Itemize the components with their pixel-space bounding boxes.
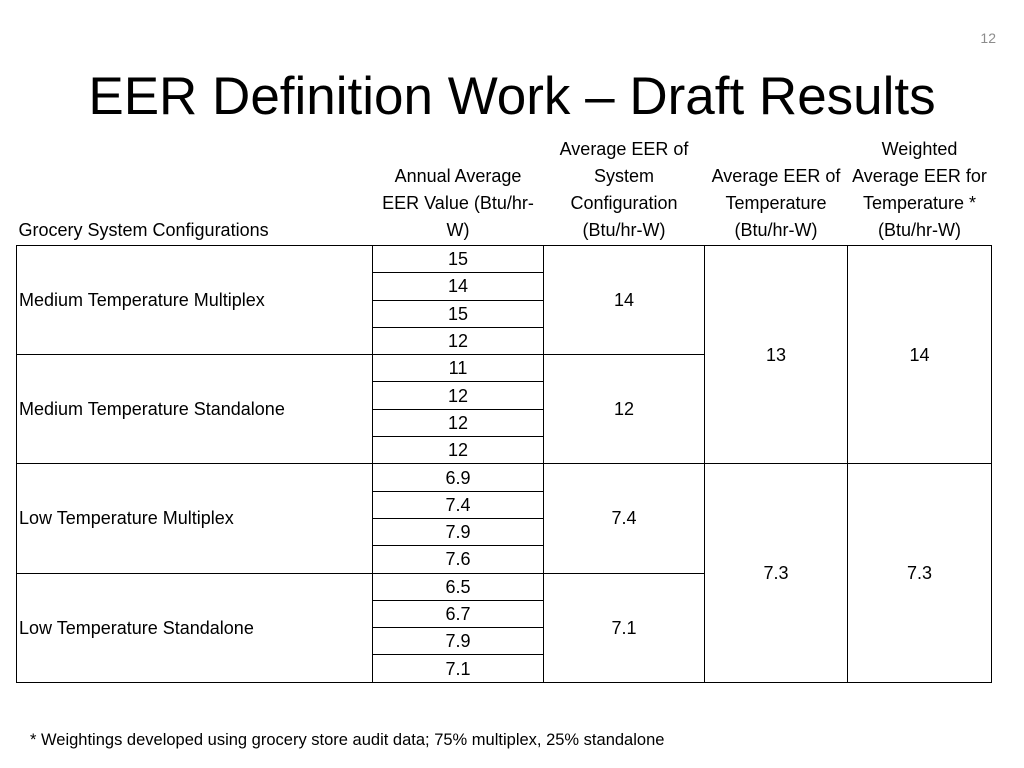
system-avg-cell: 14	[543, 244, 705, 356]
annual-eer-cell: 11	[372, 354, 544, 383]
table-row: 14	[17, 272, 992, 301]
header-avg-temp-eer: Average EER of Temperature (Btu/hr-W)	[711, 166, 841, 240]
footnote: * Weightings developed using grocery sto…	[30, 731, 665, 749]
table-row: Medium Temperature Standalone 11 12	[16, 354, 992, 465]
eer-results-table: Grocery System Configurations Annual Ave…	[16, 136, 992, 683]
temp-avg-cell: 7.3	[704, 463, 848, 683]
table-header-row: Grocery System Configurations Annual Ave…	[17, 136, 992, 246]
weighted-avg-cell: 7.3	[847, 463, 992, 683]
annual-eer-cell: 12	[372, 436, 544, 465]
annual-eer-cell: 15	[372, 299, 544, 328]
annual-eer-cell: 14	[372, 272, 544, 301]
header-config: Grocery System Configurations	[18, 220, 269, 240]
annual-eer-cell: 7.6	[372, 545, 544, 574]
annual-eer-cell: 7.9	[372, 627, 544, 656]
table-row: 12	[17, 381, 992, 410]
config-name: Low Temperature Multiplex	[16, 463, 373, 574]
config-name: Medium Temperature Standalone	[16, 354, 373, 465]
table-row: Medium Temperature Multiplex 15 14 13 14	[16, 244, 992, 465]
annual-eer-cell: 7.1	[372, 654, 544, 683]
table-row: 7.9	[17, 517, 992, 547]
table-row: 15	[17, 299, 992, 328]
header-weighted-eer: Weighted Average EER for Temperature * (…	[852, 139, 987, 240]
annual-eer-cell: 6.5	[372, 572, 544, 601]
annual-eer-cell: 6.9	[372, 463, 544, 492]
table-row: 7.9	[17, 627, 992, 656]
system-avg-cell: 7.1	[543, 572, 705, 683]
annual-eer-cell: 12	[372, 326, 544, 356]
weighted-avg-cell: 14	[847, 244, 992, 465]
header-annual-eer: Annual Average EER Value (Btu/hr-W)	[382, 166, 534, 240]
annual-eer-cell: 7.9	[372, 517, 544, 547]
annual-eer-cell: 15	[372, 244, 544, 274]
system-avg-cell: 7.4	[543, 463, 705, 574]
table-row: 12	[17, 436, 992, 465]
slide-number: 12	[980, 30, 996, 46]
table-row: 7.1	[17, 654, 992, 683]
annual-eer-cell: 6.7	[372, 599, 544, 629]
table-row: 6.7	[17, 599, 992, 629]
temp-avg-cell: 13	[704, 244, 848, 465]
table-row: 12	[17, 326, 992, 356]
table-row: 12	[17, 408, 992, 438]
table-row: Low Temperature Multiplex 6.9 7.4 7.3 7.…	[16, 463, 992, 683]
table-row: 7.6	[17, 545, 992, 574]
table-row: Low Temperature Standalone 6.5 7.1	[16, 572, 992, 683]
annual-eer-cell: 12	[372, 408, 544, 438]
system-avg-cell: 12	[543, 354, 705, 465]
config-name: Medium Temperature Multiplex	[16, 244, 373, 356]
table-row: 7.4	[17, 490, 992, 519]
config-name: Low Temperature Standalone	[16, 572, 373, 683]
slide-title: EER Definition Work – Draft Results	[88, 67, 936, 126]
header-avg-system-eer: Average EER of System Configuration (Btu…	[559, 139, 689, 240]
annual-eer-cell: 7.4	[372, 490, 544, 519]
annual-eer-cell: 12	[372, 381, 544, 410]
